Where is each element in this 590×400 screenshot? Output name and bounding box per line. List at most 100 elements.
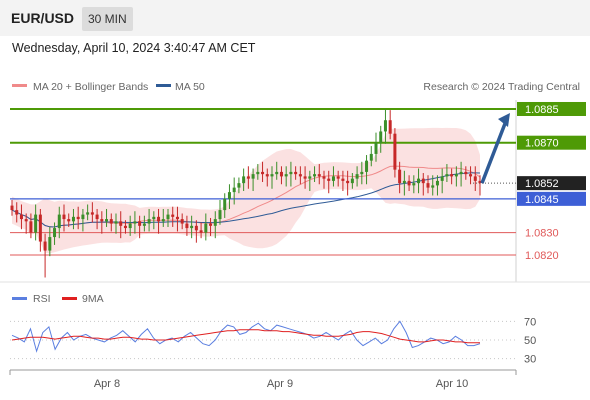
ma20-legend-swatch [12,84,27,87]
candle-body [435,180,439,186]
candle-body [469,174,473,177]
candle-body [95,214,99,220]
candle-body [71,216,75,222]
header-bar: EUR/USD 30 MIN [0,0,590,36]
time-axis: Apr 8 Apr 9 Apr 10 [9,369,517,390]
ma50-line [11,172,481,228]
candle-body [29,221,33,233]
candle-body [19,214,23,220]
moving-averages [11,165,481,228]
candle-body [138,221,142,226]
candle-body [237,183,241,188]
candle-body [86,212,90,215]
candle-body [327,178,331,181]
candle-body [90,212,94,215]
level-label-1.0820: 1.0820 [525,250,559,262]
candle-body [464,171,468,175]
candle-body [223,198,227,211]
candle-body [100,219,104,222]
candle-body [294,171,298,175]
candle-body [152,216,156,220]
candle-body [242,176,246,184]
rsi-tick-label: 50 [524,335,536,347]
candle-body [379,131,383,143]
level-tag-text-1.0885: 1.0885 [525,104,559,116]
candle-body [53,228,57,238]
candle-body [62,214,66,220]
candle-body [190,225,194,229]
forecast-arrow [480,112,510,184]
candle-body [218,210,222,220]
candle-body [213,219,217,226]
candle-body [147,219,151,224]
candle-body [171,214,175,217]
candle-body [426,183,430,188]
candle-body [336,176,340,179]
x-tick-label: Apr 10 [436,378,468,390]
candle-body [204,223,208,233]
bollinger-band-area [12,127,480,254]
candle-body [227,192,231,199]
rsi-legend-swatch [12,297,27,300]
candle-body [15,210,19,215]
candle-body [360,171,364,175]
candle-body [407,180,411,186]
rsi-line [11,320,481,353]
candle-body [445,174,449,177]
candle-body [284,174,288,177]
candle-body [313,174,317,177]
candle-body [209,223,213,226]
candle-body [157,216,161,222]
candle-body [251,174,255,179]
bollinger-band [12,127,480,254]
credit-text: Research © 2024 Trading Central [423,81,580,93]
candle-body [105,219,109,222]
timeframe-badge[interactable]: 30 MIN [82,7,133,31]
candle-body [431,185,435,188]
ma20-legend-label: MA 20 + Bollinger Bands [33,81,148,93]
rsi-tick-label: 70 [524,316,536,328]
candle-body [350,178,354,184]
level-label-1.0830: 1.0830 [525,228,559,240]
candles [10,108,482,278]
rsi-ma9-line [11,329,480,344]
candle-body [398,169,402,184]
candle-body [10,205,14,211]
candle-body [161,219,165,222]
level-tag-text-1.0852: 1.0852 [525,178,559,190]
ma50-legend-label: MA 50 [175,81,205,93]
candle-body [317,174,321,177]
candle-body [412,183,416,186]
candle-body [43,241,47,251]
candle-body [388,120,392,134]
candle-body [76,216,80,220]
candle-body [246,176,250,179]
candle-body [393,133,397,170]
candle-body [454,174,458,177]
candle-body [34,214,38,233]
candle-body [67,219,71,222]
candle-body [232,187,236,193]
candle-body [119,221,123,226]
rsi-tick-label: 30 [524,354,536,366]
level-tag-1.0845 [517,191,586,206]
ma9-legend-label: 9MA [82,293,104,305]
candle-body [417,178,421,184]
candle-body [199,230,203,233]
candle-body [289,171,293,175]
level-tag-1.0852 [517,176,586,191]
level-tag-1.0885 [517,101,586,116]
level-labels: 1.0885 1.0870 1.0852 1.0845 1.0830 1.0820 [517,101,586,262]
candle-body [114,221,118,224]
candle-body [331,176,335,181]
candle-body [175,216,179,220]
candle-body [322,176,326,179]
ma9-legend-swatch [62,297,77,300]
candle-body [383,120,387,132]
candle-body [473,176,477,181]
level-lines [10,107,516,256]
candle-body [81,214,85,220]
candle-body [270,174,274,177]
candle-body [369,153,373,161]
